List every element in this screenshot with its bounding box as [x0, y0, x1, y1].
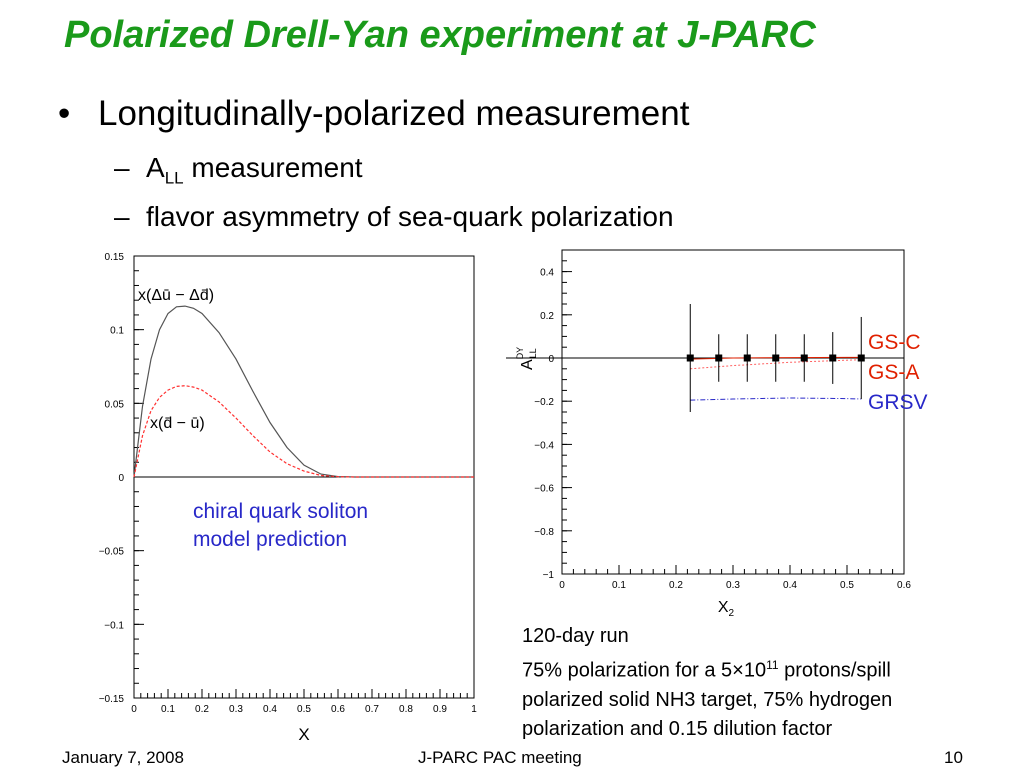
flavor-text: flavor asymmetry of sea-quark polarizati… [146, 201, 674, 232]
main-bullet-text: Longitudinally-polarized measurement [98, 94, 690, 133]
right-legend: GS-C GS-A GRSV [868, 328, 928, 418]
data-point [772, 354, 780, 362]
y-tick-label: 0.4 [540, 268, 554, 279]
model-note-line1: chiral quark soliton [193, 500, 369, 523]
y-axis-label-sub: LL [528, 348, 538, 358]
x-axis-label: X2 [718, 599, 735, 619]
data-point [800, 354, 808, 362]
x-tick-label: 0.1 [612, 580, 626, 591]
x-tick-label: 0.8 [399, 704, 413, 715]
data-point [715, 354, 723, 362]
x-tick-label: 0.3 [229, 704, 243, 715]
legend-gsa: GS-A [868, 361, 920, 384]
x-tick-label: 0.2 [669, 580, 683, 591]
x-tick-label: 0.1 [161, 704, 175, 715]
x-tick-label: 0.4 [263, 704, 277, 715]
x-tick-label: 0.9 [433, 704, 447, 715]
all-prefix: A [146, 152, 165, 183]
y-tick-label: 0.1 [110, 326, 124, 337]
footer-page: 10 [944, 748, 963, 767]
y-tick-label: 0.05 [105, 399, 125, 410]
times-glyph: × [732, 659, 744, 682]
run-note-line1: 120-day run [522, 625, 629, 647]
y-tick-label: −0.6 [534, 484, 554, 495]
main-bullet: • Longitudinally-polarized measurement [58, 94, 689, 134]
bullet-glyph: • [58, 94, 71, 133]
y-axis-label-sup: DY [515, 347, 525, 360]
plot-frame [561, 249, 905, 575]
sub-bullet-flavor: – flavor asymmetry of sea-quark polarizat… [114, 201, 674, 233]
left-chart: 0 0.1 0.2 0.3 0.4 0.5 0.6 0.7 0.8 0.9 1 0.15 0.1 0.05… [99, 252, 478, 744]
x-tick-label: 0.5 [840, 580, 854, 591]
y-tick-label: −0.15 [99, 694, 125, 705]
y-tick-label: −0.8 [534, 527, 554, 538]
x-axis-label-sub: 2 [729, 608, 735, 619]
footer-meeting: J-PARC PAC meeting [418, 748, 582, 767]
right-chart: 0 0.1 0.2 0.3 0.4 0.5 0.6 0.4 0.2 0 −0.2 −0.4 −0.6 −0… [506, 249, 911, 619]
x-tick-label: 0 [131, 704, 137, 715]
footer-date: January 7, 2008 [62, 748, 184, 767]
x-tick-label: 0 [559, 580, 565, 591]
data-point [686, 354, 694, 362]
run-note: 120-day run 75% polarization for a 5×101… [522, 622, 892, 744]
run-note-line2: 75% polarization for a 5×1011 protons/sp… [522, 651, 892, 686]
run-note-line3: polarized solid NH3 target, 75% hydrogen [522, 688, 893, 711]
x-tick-label: 0.5 [297, 704, 311, 715]
x-tick-label: 0.6 [331, 704, 345, 715]
y-tick-label: −0.1 [104, 620, 124, 631]
dash-glyph: – [114, 152, 130, 183]
legend-gsc: GS-C [868, 331, 921, 354]
model-note-line2: model prediction [193, 528, 348, 551]
dash-glyph: – [114, 201, 130, 232]
x-tick-label: 1 [471, 704, 477, 715]
slide-title: Polarized Drell-Yan experiment at J-PARC [64, 14, 816, 56]
y-tick-label: −1 [543, 570, 555, 581]
run-note-line4: polarization and 0.15 dilution factor [522, 717, 833, 740]
all-subscript: LL [164, 168, 184, 188]
y-tick-label: −0.05 [99, 547, 125, 558]
data-point [743, 354, 751, 362]
all-suffix: measurement [183, 152, 363, 183]
series-label-0: x(Δū − Δd̄) [138, 287, 214, 304]
x-tick-label: 0.4 [783, 580, 797, 591]
series-line-0 [133, 305, 474, 478]
y-tick-label: 0.2 [540, 311, 554, 322]
data-point [857, 354, 865, 362]
x-tick-label: 0.3 [726, 580, 740, 591]
run-note-exponent: 11 [766, 658, 779, 672]
model-note: chiral quark soliton model prediction [193, 498, 368, 554]
y-tick-label: 0 [118, 473, 124, 484]
run-note-line2c: protons/spill [778, 659, 891, 682]
x-tick-label: 0.6 [897, 580, 911, 591]
run-note-line2a: 75% polarization for a 5 [522, 659, 733, 682]
run-note-line2b: 10 [743, 659, 767, 682]
y-tick-label: 0.15 [105, 252, 125, 263]
y-tick-label: −0.2 [534, 397, 554, 408]
series-line-1 [133, 385, 474, 478]
data-point [829, 354, 837, 362]
series-label-1: x(d̄ − ū) [150, 415, 205, 432]
y-tick-label: 0 [548, 354, 554, 365]
sub-bullet-all: – ALL measurement [114, 152, 363, 189]
legend-grsv: GRSV [868, 391, 928, 414]
y-tick-label: −0.4 [534, 440, 554, 451]
theory-curve-2 [690, 397, 862, 401]
x-tick-label: 0.7 [365, 704, 379, 715]
x-tick-label: 0.2 [195, 704, 209, 715]
x-axis-label: X [298, 725, 309, 744]
